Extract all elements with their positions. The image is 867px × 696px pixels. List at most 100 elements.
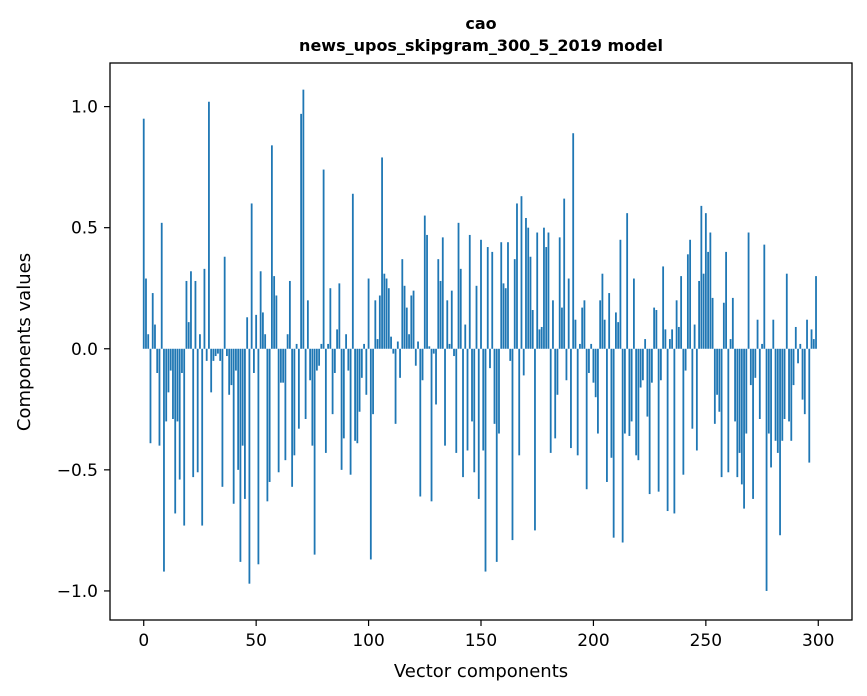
bar-52	[259, 271, 262, 349]
bar-239	[680, 276, 683, 349]
bar-294	[803, 348, 806, 415]
bar-153	[486, 247, 489, 349]
bar-151	[482, 348, 485, 451]
bar-163	[509, 348, 512, 361]
bar-185	[558, 237, 561, 349]
bar-198	[588, 348, 590, 373]
x-tick-label: 100	[352, 631, 384, 651]
bar-139	[455, 348, 458, 453]
bar-19	[185, 280, 188, 349]
y-tick-label: −1.0	[57, 582, 98, 602]
bar-299	[815, 276, 817, 349]
bar-189	[567, 278, 570, 349]
bar-59	[275, 295, 278, 349]
bar-18	[183, 348, 186, 526]
bar-241	[684, 348, 687, 371]
bar-122	[417, 341, 419, 349]
bar-123	[419, 348, 422, 497]
bar-41	[235, 348, 237, 371]
bar-112	[394, 348, 397, 424]
bar-152	[484, 348, 487, 572]
bar-98	[363, 343, 365, 349]
y-tick-label: 0.5	[71, 219, 98, 239]
bar-35	[221, 348, 224, 487]
bar-30	[210, 348, 213, 393]
bar-174	[534, 348, 536, 531]
bars-group	[142, 89, 817, 591]
bar-61	[279, 348, 282, 383]
bar-178	[543, 227, 545, 349]
y-tick-label: 0.0	[71, 340, 98, 360]
bar-37	[226, 348, 228, 357]
bar-217	[630, 348, 633, 422]
bar-48	[250, 203, 253, 349]
bar-173	[531, 310, 534, 349]
bar-10	[165, 348, 168, 422]
bar-7	[158, 348, 161, 446]
bar-183	[554, 348, 557, 439]
bar-76	[313, 348, 316, 555]
bar-292	[799, 343, 802, 349]
bar-45	[244, 348, 246, 499]
bar-228	[655, 310, 658, 349]
bar-68	[295, 343, 298, 349]
bar-33	[217, 348, 219, 354]
bar-267	[743, 348, 745, 509]
bar-25	[199, 334, 201, 349]
bar-246	[695, 348, 698, 451]
bar-279	[770, 348, 772, 468]
bar-156	[493, 348, 496, 424]
bar-160	[502, 283, 505, 349]
bar-120	[412, 290, 415, 349]
bar-57	[270, 145, 273, 349]
bar-115	[401, 259, 404, 349]
bar-15	[176, 348, 179, 422]
bar-205	[603, 319, 606, 349]
bar-266	[740, 348, 743, 485]
bar-144	[466, 348, 469, 451]
bar-54	[264, 334, 267, 349]
bar-50	[255, 314, 258, 349]
bar-187	[563, 198, 566, 349]
bar-130	[435, 348, 437, 405]
bar-55	[266, 348, 269, 502]
bar-168	[520, 196, 523, 349]
bar-275	[761, 343, 763, 349]
bar-141	[459, 268, 462, 349]
bar-255	[716, 348, 718, 395]
bar-79	[320, 343, 323, 349]
bar-162	[507, 242, 509, 349]
bar-280	[772, 319, 775, 349]
bar-193	[576, 348, 579, 456]
bar-137	[450, 290, 453, 349]
bar-145	[468, 234, 471, 349]
bar-36	[223, 256, 226, 349]
bar-199	[590, 343, 593, 349]
bar-38	[228, 348, 231, 395]
bar-296	[808, 348, 811, 463]
bar-135	[446, 300, 449, 349]
bar-222	[641, 348, 644, 381]
bar-8	[160, 222, 163, 349]
bar-40	[232, 348, 235, 504]
bar-69	[297, 348, 300, 429]
bar-26	[201, 348, 204, 526]
bar-233	[666, 348, 669, 512]
bar-132	[439, 280, 442, 349]
bar-74	[309, 348, 312, 381]
bar-9	[163, 348, 165, 572]
bar-4	[151, 293, 154, 349]
bar-260	[727, 348, 730, 473]
bar-85	[333, 348, 336, 373]
x-tick-label: 300	[802, 631, 834, 651]
bar-215	[626, 213, 629, 349]
bar-288	[790, 348, 793, 441]
chart-title: cao	[465, 14, 496, 33]
bar-121	[414, 348, 417, 366]
bar-138	[453, 348, 455, 357]
bar-166	[516, 203, 518, 349]
bar-75	[311, 348, 314, 446]
bar-157	[495, 348, 498, 562]
bar-117	[405, 307, 408, 349]
